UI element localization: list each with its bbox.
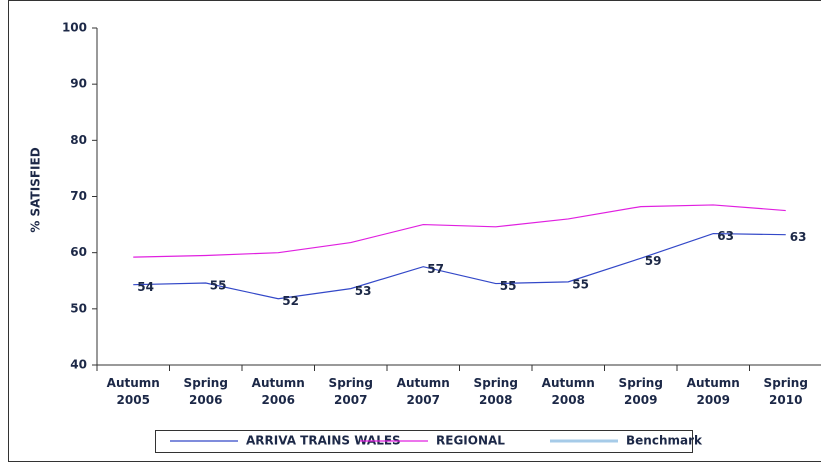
data-label: 57	[427, 262, 444, 276]
data-label: 55	[210, 278, 227, 292]
y-tick-label: 70	[70, 189, 87, 203]
y-tick-label: 80	[70, 133, 87, 147]
x-tick-label: Autumn 2009	[687, 376, 740, 407]
series-line	[133, 204, 786, 258]
x-tick-label: Autumn 2005	[107, 376, 160, 407]
data-label: 54	[137, 280, 154, 294]
legend-label: REGIONAL	[436, 434, 505, 448]
legend-box	[155, 430, 693, 453]
x-tick-label: Spring 2009	[619, 376, 663, 407]
legend-label: Benchmark	[626, 434, 703, 448]
data-label: 59	[645, 254, 662, 268]
data-label: 63	[717, 229, 734, 243]
x-tick-label: Spring 2010	[764, 376, 808, 407]
data-label: 53	[355, 284, 372, 298]
legend-label: ARRIVA TRAINS WALES	[246, 434, 401, 448]
x-tick-label: Autumn 2008	[542, 376, 595, 407]
y-tick-label: 100	[62, 21, 87, 35]
y-tick-label: 40	[70, 358, 87, 372]
y-tick-label: 60	[70, 245, 87, 259]
y-tick-label: 50	[70, 301, 87, 315]
x-tick-label: Autumn 2007	[397, 376, 450, 407]
y-tick-label: 90	[70, 77, 87, 91]
x-tick-label: Spring 2007	[329, 376, 373, 407]
data-label: 52	[282, 294, 299, 308]
data-label: 63	[790, 230, 807, 244]
x-tick-label: Spring 2008	[474, 376, 518, 407]
data-label: 55	[500, 279, 517, 293]
series-line	[133, 232, 786, 300]
data-label: 55	[572, 277, 589, 291]
x-tick-label: Autumn 2006	[252, 376, 305, 407]
y-axis-label: % SATISFIED	[29, 147, 43, 232]
x-tick-label: Spring 2006	[184, 376, 228, 407]
